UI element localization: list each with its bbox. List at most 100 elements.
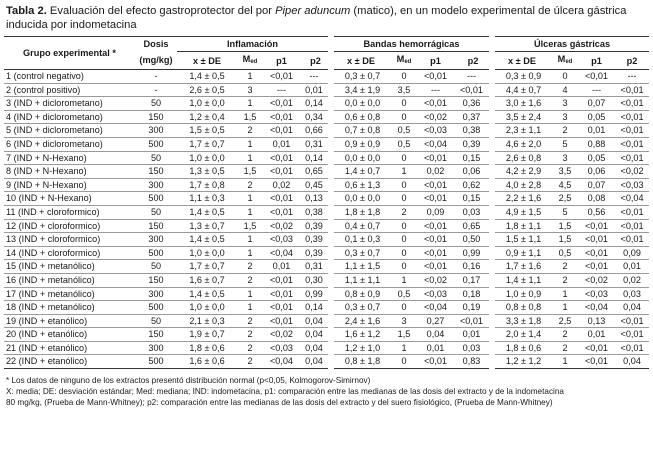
ulcers-mean-cell: 1,0 ± 0,9: [489, 287, 552, 302]
inflammation-p2-cell: 0,99: [300, 287, 331, 302]
dose-cell: 150: [135, 219, 177, 234]
ulcers-p2-cell: <0,01: [615, 110, 650, 125]
bands-p1-cell: <0,04: [417, 300, 454, 315]
inflammation-mean-cell: 1,0 ± 0,0: [177, 151, 237, 166]
ulcers-p1-cell: <0,02: [578, 273, 615, 288]
inflammation-p1-cell: 0,01: [263, 259, 300, 274]
bands-mean-cell: 0,3 ± 0,7: [328, 300, 391, 315]
bands-med-cell: 0,5: [391, 287, 417, 302]
ulcers-p1-cell: 0,06: [578, 164, 615, 179]
dose-cell: 150: [135, 327, 177, 342]
dose-cell: 50: [135, 205, 177, 220]
bands-med-cell: 1,5: [391, 327, 417, 342]
ulcers-p2-cell: <0,01: [615, 232, 650, 247]
bands-p2-header: p2: [454, 51, 492, 70]
inflammation-med-header: Med: [237, 51, 263, 70]
table-body: 1 (control negativo) -1,4 ± 0,5 1 <0,01 --- 0…: [4, 69, 650, 370]
group-cell: 15 (IND + metanólico): [4, 259, 135, 274]
bands-p1-cell: 0,01: [417, 341, 454, 356]
bands-med-cell: 0: [391, 110, 417, 125]
bands-p2-cell: 0,37: [454, 110, 492, 125]
ulcers-group-header: Úlceras gástricas: [488, 36, 650, 52]
ulcers-med-cell: 2: [552, 259, 578, 274]
dose-cell: 500: [135, 354, 177, 370]
inflammation-mean-cell: 1,1 ± 0,3: [177, 191, 237, 206]
table-row: 8 (IND + N-Hexano) 150 1,3 ± 0,5 1,5 <0,01 0,…: [4, 164, 650, 179]
inflammation-p1-cell: <0,01: [263, 191, 300, 206]
results-table: Grupo experimental * Dosis Inflamación B…: [4, 36, 650, 370]
dose-cell: 50: [135, 259, 177, 274]
group-cell: 2 (control positivo): [4, 83, 135, 98]
bands-p2-cell: 0,03: [454, 341, 492, 356]
dose-cell: 300: [135, 123, 177, 138]
table-row: 3 (IND + diclorometano) 50 1,0 ± 0,0 1 <0,01…: [4, 96, 650, 111]
ulcers-p1-cell: <0,01: [578, 354, 615, 370]
dose-cell: 500: [135, 300, 177, 315]
note-line-1: * Los datos de ninguno de los extractos …: [6, 376, 371, 386]
inflammation-med-cell: 2: [237, 354, 263, 370]
inflammation-med-cell: 1: [237, 246, 263, 261]
inflammation-p1-cell: <0,04: [263, 246, 300, 261]
bands-mean-cell: 3,4 ± 1,9: [328, 83, 391, 98]
inflammation-p1-cell: <0,03: [263, 341, 300, 356]
ulcers-p2-cell: 0,04: [615, 354, 650, 370]
table-row: 15 (IND + metanólico) 50 1,7 ± 0,7 2 0,01 0,3…: [4, 259, 650, 274]
bands-p1-cell: <0,01: [417, 246, 454, 261]
inflammation-mean-cell: 1,7 ± 0,7: [177, 137, 237, 152]
bands-mean-cell: 0,0 ± 0,0: [328, 191, 391, 206]
bands-med-header: Med: [391, 51, 417, 70]
note-line-3: 80 mg/kg, (Prueba de Mann-Whitney); p2: …: [6, 398, 553, 408]
dose-cell: 300: [135, 178, 177, 193]
ulcers-p2-cell: <0,02: [615, 164, 650, 179]
inflammation-p2-cell: 0,39: [300, 232, 331, 247]
table-row: 20 (IND + etanólico) 150 1,9 ± 0,7 2 <0,02 0,…: [4, 327, 650, 342]
ulcers-p1-cell: 0,01: [578, 327, 615, 342]
ulcers-mean-cell: 1,8 ± 1,1: [489, 219, 552, 234]
inflammation-med-cell: 2: [237, 123, 263, 138]
ulcers-mean-cell: 0,8 ± 0,8: [489, 300, 552, 315]
ulcers-mean-cell: 2,2 ± 1,6: [489, 191, 552, 206]
inflammation-med-cell: 1: [237, 69, 263, 84]
inflammation-mean-cell: 1,4 ± 0,5: [177, 205, 237, 220]
inflammation-mean-cell: 1,7 ± 0,8: [177, 178, 237, 193]
group-cell: 20 (IND + etanólico): [4, 327, 135, 342]
bands-p1-cell: <0,01: [417, 219, 454, 234]
dose-cell: 300: [135, 341, 177, 356]
table-row: 13 (IND + cloroformico) 300 1,4 ± 0,5 1 <0,0…: [4, 232, 650, 247]
ulcers-p2-cell: <0,01: [615, 314, 650, 329]
table-row: 16 (IND + metanólico) 150 1,6 ± 0,7 2 <0,01 0…: [4, 273, 650, 288]
bands-p2-cell: 0,36: [454, 96, 492, 111]
table-caption: Tabla 2. Evaluación del efecto gastropro…: [6, 4, 649, 32]
inflammation-p1-cell: <0,01: [263, 287, 300, 302]
inflammation-mean-cell: 1,2 ± 0,4: [177, 110, 237, 125]
inflammation-mean-cell: 1,0 ± 0,0: [177, 300, 237, 315]
table-notes: * Los datos de ninguno de los extractos …: [6, 375, 649, 408]
ulcers-mean-cell: 4,0 ± 2,8: [489, 178, 552, 193]
group-col-header: Grupo experimental *: [4, 36, 135, 70]
bands-mean-cell: 0,4 ± 0,7: [328, 219, 391, 234]
ulcers-p2-cell: <0,03: [615, 178, 650, 193]
ulcers-mean-cell: 1,7 ± 1,6: [489, 259, 552, 274]
table-row: 5 (IND + diclorometano) 300 1,5 ± 0,5 2 <0,0…: [4, 123, 650, 138]
inflammation-group-header: Inflamación: [177, 36, 331, 52]
inflammation-p2-cell: 0,04: [300, 314, 331, 329]
inflammation-med-cell: 2: [237, 314, 263, 329]
inflammation-med-cell: 2: [237, 178, 263, 193]
group-cell: 7 (IND + N-Hexano): [4, 151, 135, 166]
group-cell: 1 (control negativo): [4, 69, 135, 84]
bands-mean-header: x ± DE: [331, 51, 391, 70]
inflammation-p2-cell: 0,13: [300, 191, 331, 206]
ulcers-med-cell: 2,5: [552, 191, 578, 206]
ulcers-p2-cell: 0,04: [615, 300, 650, 315]
bands-p2-cell: 0,50: [454, 232, 492, 247]
header-row-subcols: (mg/kg) x ± DE Med p1 p2 x ± DE Med p1 p…: [4, 51, 650, 70]
inflammation-mean-cell: 1,5 ± 0,5: [177, 123, 237, 138]
inflammation-mean-cell: 2,1 ± 0,3: [177, 314, 237, 329]
caption-text-before: Evaluación del efecto gastroprotector de…: [46, 5, 276, 17]
ulcers-p1-cell: 0,08: [578, 191, 615, 206]
ulcers-p2-cell: 0,02: [615, 273, 650, 288]
ulcers-p1-cell: <0,01: [578, 232, 615, 247]
table-row: 6 (IND + diclorometano) 500 1,7 ± 0,7 1 0,01…: [4, 137, 650, 152]
ulcers-p1-cell: <0,03: [578, 287, 615, 302]
ulcers-med-cell: 2,5: [552, 314, 578, 329]
